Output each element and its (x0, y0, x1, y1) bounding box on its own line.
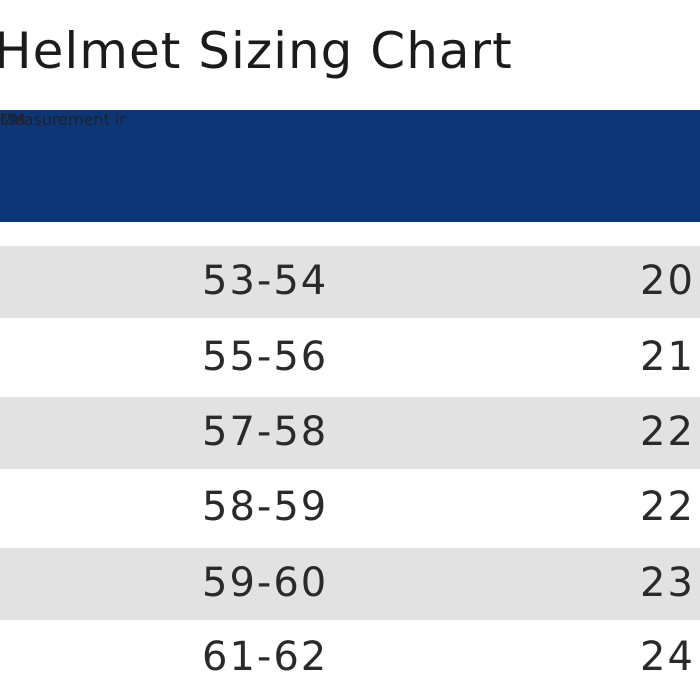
inches-cell: 23 (640, 560, 695, 606)
inches-cell: 24 (640, 634, 695, 680)
cm-cell: 55-56 (202, 334, 329, 380)
table-row: 57-58 22 (0, 397, 700, 469)
table-row: 61-62 24 (0, 622, 700, 694)
measurement-header: Measurement ir (0, 110, 126, 129)
cm-cell: 59-60 (202, 560, 329, 606)
inches-cell: 20 (640, 258, 695, 304)
page-title: Helmet Sizing Chart (0, 22, 513, 80)
inches-cell: 22 (640, 409, 695, 455)
table-header (0, 110, 700, 222)
table-row: 59-60 23 (0, 548, 700, 620)
inches-cell: 22 (640, 484, 695, 530)
table-row: 55-56 21 (0, 322, 700, 394)
cm-cell: 58-59 (202, 484, 329, 530)
table-row: 58-59 22 (0, 472, 700, 544)
table-row: 53-54 20 (0, 246, 700, 318)
cm-cell: 61-62 (202, 634, 329, 680)
cm-cell: 53-54 (202, 258, 329, 304)
cm-cell: 57-58 (202, 409, 329, 455)
cm-column-header: CM (0, 110, 25, 129)
inches-cell: 21 (640, 334, 695, 380)
